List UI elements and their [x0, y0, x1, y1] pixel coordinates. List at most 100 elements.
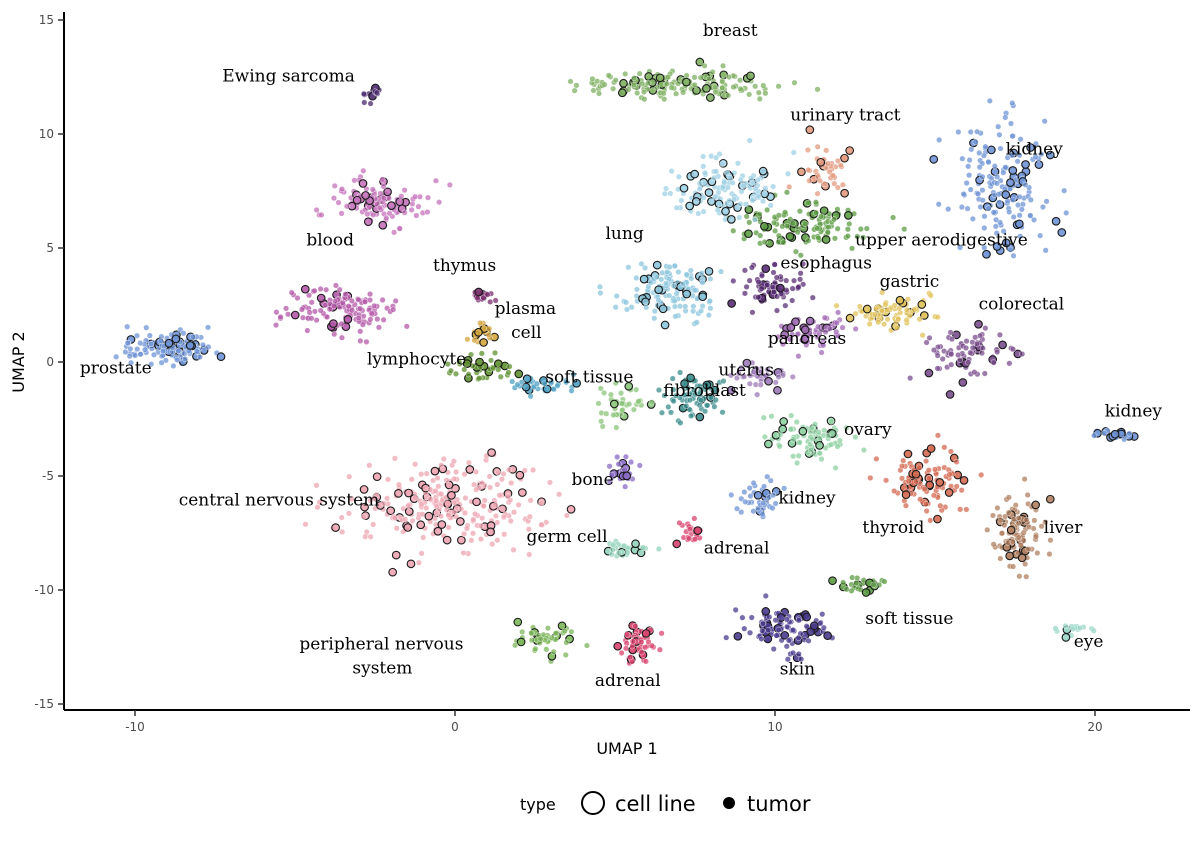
- data-point-cell-line: [956, 356, 963, 364]
- data-point-cell-line: [963, 506, 970, 513]
- cluster-label: Ewing sarcoma: [222, 67, 355, 87]
- data-point-tumor: [779, 417, 789, 426]
- data-point-cell-line: [470, 516, 477, 523]
- data-point-cell-line: [655, 297, 662, 304]
- data-point-cell-line: [561, 628, 568, 635]
- data-point-cell-line: [1016, 152, 1023, 159]
- data-point-cell-line: [496, 492, 503, 499]
- data-point-cell-line: [765, 627, 772, 634]
- data-point-cell-line: [403, 323, 410, 330]
- data-point-cell-line: [662, 280, 670, 287]
- data-point-cell-line: [976, 149, 983, 156]
- legend-cell-line-label: cell line: [615, 792, 696, 816]
- data-point-cell-line: [277, 313, 284, 321]
- data-point-cell-line: [461, 471, 468, 478]
- data-point-cell-line: [1017, 542, 1024, 549]
- data-point-cell-line: [725, 92, 732, 99]
- data-point-cell-line: [500, 470, 507, 477]
- data-point-cell-line: [1041, 118, 1048, 125]
- data-point-cell-line: [780, 239, 787, 246]
- data-point-cell-line: [746, 277, 753, 284]
- data-point-cell-line: [396, 225, 403, 232]
- data-point-cell-line: [667, 190, 674, 197]
- x-tick-label: 0: [451, 720, 459, 734]
- data-point-tumor: [474, 327, 483, 337]
- cluster-points: [509, 371, 581, 400]
- data-point-cell-line: [776, 443, 783, 450]
- data-point-cell-line: [707, 305, 714, 312]
- data-point-cell-line: [898, 475, 906, 482]
- data-point-cell-line: [750, 508, 757, 515]
- data-point-cell-line: [597, 290, 604, 297]
- data-point-cell-line: [804, 146, 811, 154]
- data-point-cell-line: [979, 197, 986, 204]
- data-point-cell-line: [790, 149, 797, 156]
- data-point-cell-line: [660, 90, 667, 97]
- data-point-cell-line: [755, 278, 762, 285]
- cluster-label: bone: [572, 470, 614, 490]
- data-point-tumor: [404, 507, 414, 516]
- data-point-cell-line: [659, 269, 666, 276]
- cluster-label: plasma: [495, 299, 556, 319]
- data-point-tumor: [1057, 228, 1067, 237]
- data-point-cell-line: [893, 324, 900, 331]
- data-point-cell-line: [491, 349, 499, 356]
- data-point-cell-line: [386, 210, 393, 217]
- data-point-cell-line: [625, 86, 632, 93]
- cluster-label-line2: system: [352, 658, 412, 678]
- data-point-cell-line: [1042, 519, 1049, 526]
- data-point-cell-line: [821, 180, 828, 187]
- data-point-cell-line: [724, 169, 731, 176]
- data-point-cell-line: [697, 389, 704, 396]
- data-point-cell-line: [696, 180, 703, 187]
- data-point-cell-line: [982, 325, 989, 332]
- data-point-cell-line: [1017, 233, 1024, 240]
- cluster-label: soft tissue: [545, 368, 633, 388]
- data-point-cell-line: [606, 478, 613, 485]
- data-point-cell-line: [789, 220, 796, 227]
- data-point-cell-line: [424, 194, 432, 201]
- data-point-cell-line: [698, 307, 705, 315]
- data-point-cell-line: [661, 392, 668, 399]
- data-point-cell-line: [767, 202, 774, 209]
- data-point-cell-line: [783, 277, 790, 284]
- data-point-cell-line: [436, 199, 443, 206]
- data-point-cell-line: [736, 77, 744, 84]
- data-point-cell-line: [833, 319, 840, 326]
- data-point-cell-line: [326, 306, 333, 313]
- data-point-cell-line: [699, 279, 706, 286]
- legend-open-circle-icon: [581, 791, 605, 815]
- data-point-cell-line: [966, 157, 973, 164]
- data-point-cell-line: [392, 297, 399, 305]
- data-point-cell-line: [330, 195, 338, 202]
- data-point-cell-line: [1017, 136, 1024, 143]
- data-point-cell-line: [640, 544, 647, 551]
- data-point-cell-line: [1010, 213, 1017, 221]
- y-axis-title: UMAP 2: [9, 331, 28, 392]
- data-point-cell-line: [890, 214, 897, 221]
- data-point-cell-line: [795, 617, 802, 624]
- data-point-cell-line: [831, 216, 838, 223]
- data-point-cell-line: [412, 193, 419, 200]
- data-point-cell-line: [996, 131, 1003, 138]
- data-point-cell-line: [1038, 151, 1045, 158]
- data-point-cell-line: [452, 370, 460, 377]
- data-point-cell-line: [811, 421, 819, 428]
- cluster-points: [929, 97, 1070, 259]
- data-point-cell-line: [677, 419, 684, 426]
- data-point-cell-line: [738, 495, 745, 502]
- data-point-cell-line: [610, 412, 617, 419]
- data-point-tumor: [331, 523, 340, 532]
- data-point-cell-line: [764, 206, 771, 213]
- data-point-tumor: [764, 439, 773, 449]
- data-point-tumor: [691, 197, 701, 206]
- data-point-cell-line: [816, 435, 823, 442]
- data-point-cell-line: [1063, 209, 1070, 216]
- data-point-cell-line: [926, 334, 933, 341]
- data-point-cell-line: [663, 185, 670, 192]
- data-point-cell-line: [740, 182, 747, 189]
- data-point-cell-line: [711, 174, 718, 181]
- data-point-cell-line: [1042, 247, 1049, 254]
- data-point-cell-line: [860, 447, 867, 454]
- data-point-cell-line: [930, 346, 937, 354]
